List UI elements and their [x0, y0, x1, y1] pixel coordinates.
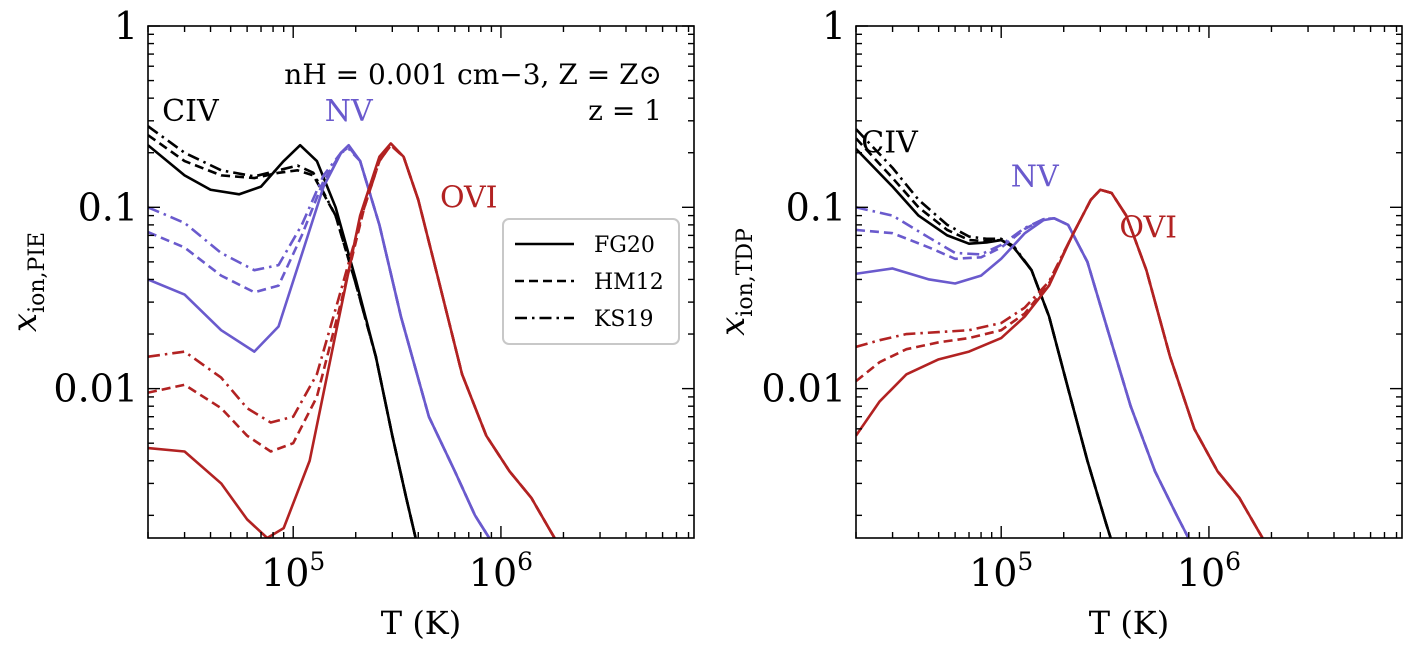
x-tick-label-base: 10	[469, 551, 517, 595]
series-line-civ-hm12	[856, 137, 1113, 538]
x-tick-label: 105	[969, 547, 1033, 595]
series-line-ovi-hm12	[148, 143, 557, 538]
legend-label-fg20: FG20	[594, 233, 655, 258]
series-group	[856, 128, 1265, 538]
series-line-ovi-ks19	[148, 143, 557, 538]
x-axis-title: T (K)	[1089, 604, 1169, 642]
x-axis-title: T (K)	[381, 604, 461, 642]
series-line-civ-fg20	[856, 147, 1113, 538]
ion-label-ovi: OVI	[440, 180, 498, 215]
x-tick-label: 106	[1177, 547, 1241, 595]
y-axis-title-base: x	[5, 313, 45, 332]
ion-label-civ: CIV	[162, 94, 220, 129]
x-tick-label: 105	[261, 547, 325, 595]
series-line-civ-fg20	[148, 143, 417, 538]
x-tick-label-exponent: 6	[517, 547, 533, 576]
series-group	[148, 125, 557, 538]
ion-label-ovi: OVI	[1119, 211, 1177, 246]
series-line-civ-ks19	[148, 125, 417, 538]
y-tick-label: 0.1	[786, 185, 846, 229]
series-line-nv-ks19	[856, 206, 1190, 538]
series-line-ovi-fg20	[148, 142, 557, 538]
y-tick-label: 1	[114, 4, 138, 48]
x-tick-label-base: 10	[261, 551, 309, 595]
x-tick-label-base: 10	[969, 551, 1017, 595]
annotation-density-metallicity: nH = 0.001 cm−3, Z = Z⊙	[284, 58, 662, 91]
series-line-nv-fg20	[856, 216, 1190, 538]
legend-label-hm12: HM12	[594, 270, 664, 295]
y-axis-title: xion,PIE	[5, 232, 50, 332]
ion-label-nv: NV	[325, 94, 374, 129]
y-axis-title-subscript: ion,TDP	[733, 228, 758, 317]
x-tick-label-exponent: 6	[1225, 547, 1241, 576]
legend-label-ks19: KS19	[594, 307, 654, 332]
series-line-nv-ks19	[148, 147, 491, 538]
y-tick-label: 0.01	[53, 367, 138, 411]
y-axis-title-base: x	[713, 317, 753, 336]
ion-label-civ: CIV	[861, 126, 919, 161]
x-tick-label-exponent: 5	[1017, 547, 1033, 576]
series-line-ovi-ks19	[856, 188, 1265, 538]
x-tick-label-base: 10	[1177, 551, 1225, 595]
y-axis-title-subscript: ion,PIE	[25, 232, 50, 313]
series-line-civ-hm12	[148, 134, 417, 538]
ion-label-nv: NV	[1011, 160, 1060, 195]
series-line-civ-ks19	[856, 128, 1113, 538]
plot-frame	[855, 25, 1403, 539]
y-axis-title: xion,TDP	[713, 228, 758, 336]
y-tick-label: 0.01	[761, 367, 846, 411]
annotation-redshift: z = 1	[588, 94, 662, 127]
x-tick-label-exponent: 5	[309, 547, 325, 576]
y-tick-label: 0.1	[78, 185, 138, 229]
x-tick-label: 106	[469, 547, 533, 595]
legend-box	[502, 218, 680, 345]
series-line-nv-hm12	[856, 216, 1190, 538]
plot-frame	[147, 25, 695, 539]
legend: FG20 HM12 KS19	[502, 218, 680, 345]
y-tick-label: 1	[822, 4, 846, 48]
